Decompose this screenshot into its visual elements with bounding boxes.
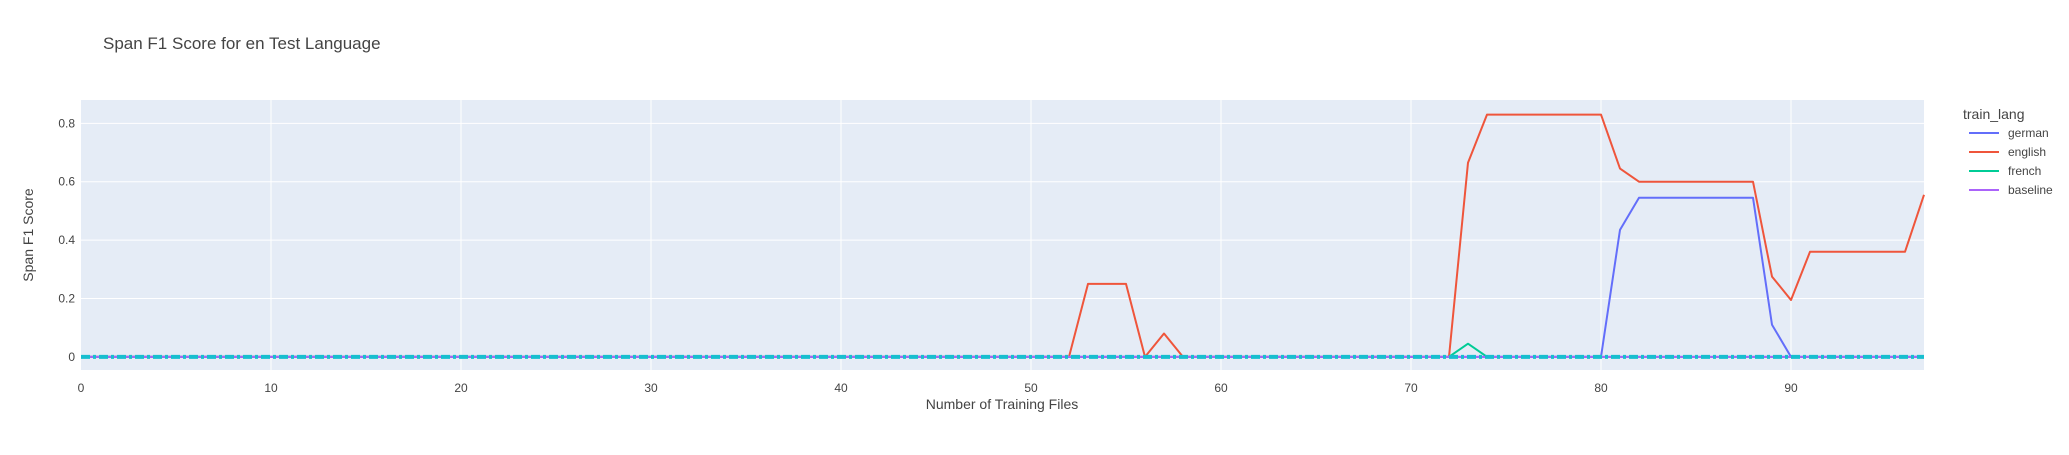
legend-label: baseline (2008, 183, 2053, 197)
legend-title: train_lang (1963, 106, 2025, 122)
y-tick-label: 0 (68, 350, 75, 364)
x-tick-label: 80 (1594, 381, 1608, 395)
tick-labels: 0 10 20 30 40 50 60 70 80 90 0 0.2 0.4 0.6 0.8 (58, 116, 1798, 395)
legend-item-english[interactable]: english (1969, 145, 2046, 159)
x-tick-label: 30 (644, 381, 658, 395)
legend-item-german[interactable]: german (1969, 126, 2049, 140)
legend-items[interactable]: german english french baseline (1969, 126, 2053, 197)
legend-item-baseline[interactable]: baseline (1969, 183, 2053, 197)
legend-label: french (2008, 164, 2041, 178)
x-tick-label: 90 (1784, 381, 1798, 395)
y-tick-label: 0.6 (58, 175, 75, 189)
x-tick-label: 50 (1024, 381, 1038, 395)
x-tick-label: 60 (1214, 381, 1228, 395)
legend-label: german (2008, 126, 2049, 140)
legend[interactable]: train_lang german english french baseline (1963, 106, 2053, 197)
legend-label: english (2008, 145, 2046, 159)
plot-area (81, 100, 1924, 370)
series-line-english (81, 113, 1925, 358)
y-axis-label: Span F1 Score (20, 188, 36, 282)
x-tick-label: 10 (264, 381, 278, 395)
y-tick-label: 0.8 (58, 116, 75, 130)
x-tick-label: 70 (1404, 381, 1418, 395)
x-tick-label: 40 (834, 381, 848, 395)
y-tick-label: 0.4 (58, 233, 75, 247)
y-tick-label: 0.2 (58, 291, 75, 305)
x-tick-label: 0 (78, 381, 85, 395)
x-tick-label: 20 (454, 381, 468, 395)
chart-title: Span F1 Score for en Test Language (103, 34, 381, 53)
series-lines (81, 113, 1925, 359)
series-line-german (81, 196, 1924, 358)
legend-item-french[interactable]: french (1969, 164, 2041, 178)
x-axis-label: Number of Training Files (926, 396, 1079, 412)
